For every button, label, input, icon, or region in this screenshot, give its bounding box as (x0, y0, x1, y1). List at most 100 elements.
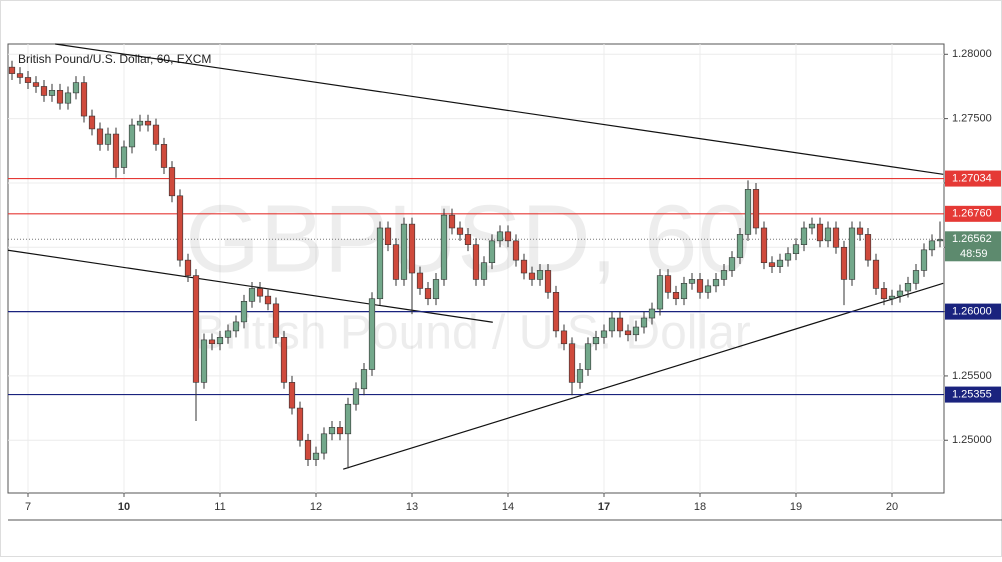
candle-body (768, 262, 776, 267)
candle-body (544, 270, 552, 293)
x-tick-label: 13 (406, 501, 418, 513)
candle-body (592, 337, 600, 345)
candle-body (120, 146, 128, 168)
y-tick-label: 1.25000 (952, 434, 992, 446)
candle-body (336, 427, 344, 435)
candle-body (720, 270, 728, 280)
candle-body (128, 124, 136, 148)
candle-body (552, 292, 560, 332)
candle-body (192, 275, 200, 383)
candle-body (648, 308, 656, 319)
candle-body (328, 427, 336, 435)
candle-body (744, 189, 752, 235)
candle-body (408, 223, 416, 274)
x-tick-label: 7 (25, 501, 31, 513)
trend-line (343, 282, 944, 470)
candle-body (680, 282, 688, 300)
candle-body (416, 272, 424, 289)
candle-body (864, 234, 872, 261)
candle-body (56, 90, 64, 104)
candle-body (512, 240, 520, 261)
candle-body (616, 317, 624, 332)
level-label: 1.26760 (952, 208, 992, 220)
candle-body (280, 337, 288, 383)
candle-body (264, 295, 272, 305)
candle-body (880, 288, 888, 300)
candle-body (344, 403, 352, 435)
candle-body (784, 253, 792, 261)
candle-body (776, 259, 784, 267)
candle-body (8, 66, 16, 74)
candle-body (232, 321, 240, 332)
candle-body (672, 292, 680, 300)
candle-body (176, 195, 184, 261)
candle-body (48, 90, 56, 96)
candle-body (432, 279, 440, 300)
candle-body (400, 223, 408, 280)
candle-body (144, 120, 152, 126)
x-tick-label: 17 (598, 501, 610, 513)
candle-body (928, 240, 936, 251)
candle-body (816, 223, 824, 242)
candle-body (656, 275, 664, 310)
level-label-box (945, 386, 1001, 403)
candle-body (528, 272, 536, 280)
candle-body (424, 288, 432, 300)
last-price-label: 1.26562 (952, 233, 992, 245)
level-label-box (945, 170, 1001, 187)
candle-body (184, 259, 192, 276)
candle-body (664, 275, 672, 293)
candle-body (464, 234, 472, 245)
candle-body (208, 339, 216, 345)
candle-body (16, 73, 24, 78)
candle-body (216, 337, 224, 345)
candle-body (160, 144, 168, 168)
y-tick-label: 1.25500 (952, 370, 992, 382)
candle-body (872, 259, 880, 289)
candle-body (320, 433, 328, 454)
candle-body (40, 86, 48, 96)
candle-body (760, 227, 768, 264)
level-label: 1.25355 (952, 388, 992, 400)
candle-body (472, 244, 480, 280)
candle-body (704, 285, 712, 293)
candle-body (536, 270, 544, 280)
candle-body (104, 133, 112, 145)
candle-body (560, 330, 568, 345)
candle-body (640, 317, 648, 328)
x-tick-label: 11 (214, 501, 225, 513)
candle-body (288, 382, 296, 409)
candle-body (840, 246, 848, 280)
candle-body (624, 330, 632, 336)
candle-body (384, 227, 392, 245)
chart-title: British Pound/U.S. Dollar, 60, EXCM (18, 52, 211, 66)
candle-body (480, 262, 488, 280)
candle-body (584, 343, 592, 370)
candle-body (728, 257, 736, 271)
candle-body (920, 249, 928, 271)
candle-body (848, 227, 856, 280)
candle-body (888, 295, 896, 300)
candle-body (736, 234, 744, 258)
trend-line (55, 43, 944, 175)
candle-body (608, 317, 616, 332)
candle-body (224, 330, 232, 338)
candle-body (376, 227, 384, 300)
candle-body (296, 407, 304, 441)
candle-body (88, 115, 96, 130)
candle-body (392, 244, 400, 280)
x-tick-label: 10 (118, 501, 130, 513)
candle-body (272, 303, 280, 338)
candle-body (896, 290, 904, 297)
candle-body (448, 214, 456, 229)
candle-body (936, 239, 944, 242)
candle-body (832, 227, 840, 248)
candle-body (856, 227, 864, 235)
candle-body (752, 189, 760, 229)
candle-body (504, 231, 512, 242)
candle-body (824, 227, 832, 242)
candle-body (568, 343, 576, 383)
candle-body (96, 128, 104, 145)
candle-body (712, 279, 720, 287)
